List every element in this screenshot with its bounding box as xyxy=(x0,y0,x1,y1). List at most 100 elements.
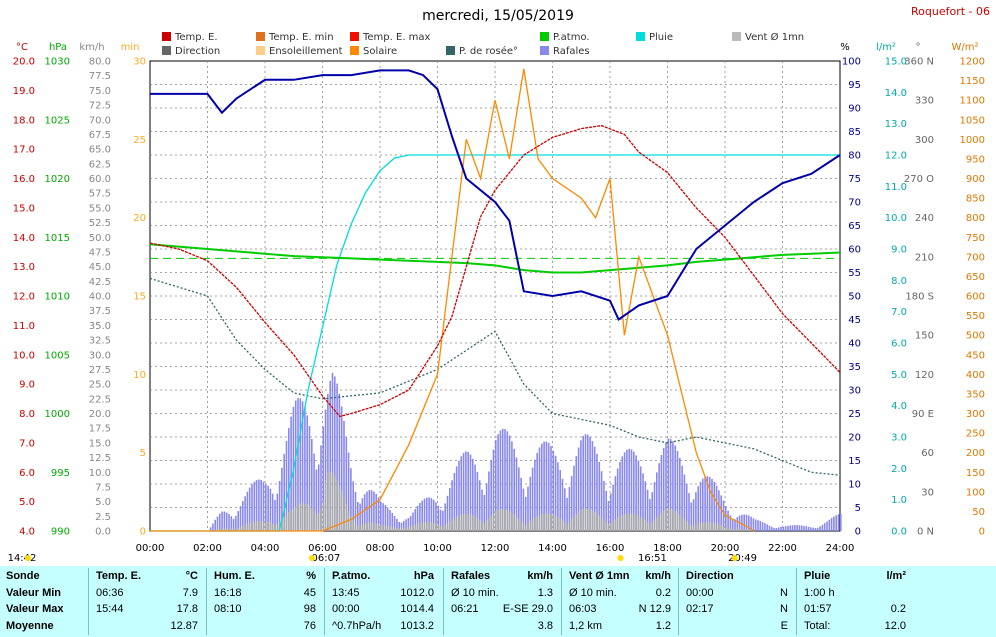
wind-bar xyxy=(290,510,292,531)
wind-axis-tick: 75.0 xyxy=(89,86,111,97)
wind-bar xyxy=(260,521,262,531)
series-layer xyxy=(149,68,842,532)
wind-bar xyxy=(534,517,536,531)
wind-bar xyxy=(814,528,817,531)
wind-bar xyxy=(660,512,663,531)
wind-bar xyxy=(331,372,334,531)
wind-bar xyxy=(828,519,831,531)
wind-bar xyxy=(826,521,828,531)
wind-bar xyxy=(465,451,467,531)
wind-bar xyxy=(370,490,373,531)
wind-axis-tick: 35.0 xyxy=(89,321,111,332)
wind-bar xyxy=(823,523,826,531)
wind-bar xyxy=(771,526,773,531)
summary-table: Sonde Valeur Min Valeur Max Moyenne Temp. E.… xyxy=(0,566,996,637)
temp-axis-tick: 17.0 xyxy=(13,145,35,156)
wind-bar xyxy=(743,514,745,531)
wind-bar xyxy=(396,519,398,531)
wind-axis-tick: 42.5 xyxy=(89,277,111,288)
wind-bar xyxy=(616,517,619,531)
wind-bar xyxy=(366,522,368,531)
wind-bar xyxy=(598,462,601,531)
table-header: Sonde xyxy=(6,570,40,582)
pres-axis-tick: 1025 xyxy=(45,115,70,126)
table-separator xyxy=(324,568,325,635)
wind-axis-tick: 70.0 xyxy=(89,115,111,126)
wind-bar xyxy=(683,519,686,531)
wind-bar xyxy=(750,516,752,531)
wind-bar xyxy=(695,492,697,531)
wind-bar xyxy=(649,499,651,531)
table-unit: % xyxy=(306,570,316,582)
sunrise-daylength: 14:42 xyxy=(8,553,37,564)
sol-axis-tick: 350 xyxy=(966,389,985,400)
table-separator xyxy=(796,568,797,635)
wind-bar xyxy=(437,524,440,531)
sun-marker xyxy=(25,555,31,561)
wind-bar xyxy=(212,523,214,531)
wind-bar xyxy=(610,523,612,531)
wind-bar xyxy=(432,523,435,531)
sol-axis-tick: 900 xyxy=(966,174,985,185)
wind-bar xyxy=(386,507,389,531)
wind-bar xyxy=(547,513,550,531)
wind-bar xyxy=(741,529,743,531)
wind-bar xyxy=(483,494,486,531)
temp-axis-tick: 9.0 xyxy=(19,380,35,391)
rain-axis-tick: 8.0 xyxy=(891,276,907,287)
table-value: 12.87 xyxy=(170,619,198,632)
wind-bar xyxy=(729,515,732,531)
wind-bar xyxy=(483,523,486,531)
wind-bar xyxy=(366,491,368,531)
sol-axis-tick: 50 xyxy=(972,507,985,518)
wind-bar xyxy=(674,445,676,531)
wind-bar xyxy=(768,525,771,531)
wind-axis-tick: 27.5 xyxy=(89,365,111,376)
wind-bar xyxy=(297,398,299,531)
x-tick: 24:00 xyxy=(826,543,855,554)
x-tick: 08:00 xyxy=(366,543,395,554)
wind-bar xyxy=(791,525,794,531)
wind-bar xyxy=(614,519,617,531)
wind-bar xyxy=(550,514,552,531)
legend-label: Solaire xyxy=(363,46,397,57)
dir-axis-tick: 30 xyxy=(921,487,934,498)
pres-axis-tick: 1010 xyxy=(45,292,70,303)
wind-bar xyxy=(545,513,548,531)
wind-bar xyxy=(639,517,642,531)
sunset-time: 20:49 xyxy=(728,553,757,564)
site-name: Roquefort - 06 xyxy=(911,5,990,18)
wind-bar xyxy=(258,521,260,531)
wind-bar xyxy=(435,523,437,531)
wind-bar xyxy=(345,436,348,531)
table-separator xyxy=(88,568,89,635)
table-separator xyxy=(561,568,562,635)
wind-bar xyxy=(271,523,274,531)
x-tick: 10:00 xyxy=(423,543,452,554)
table-value: N xyxy=(780,586,788,599)
wind-axis-tick: 50.0 xyxy=(89,233,111,244)
wind-bar xyxy=(375,494,377,531)
wind-bar xyxy=(416,505,419,531)
table-value: 1.2 xyxy=(655,619,671,632)
wind-bar xyxy=(258,479,260,531)
dir-axis-tick: 300 xyxy=(915,135,934,146)
wind-bar xyxy=(821,524,824,531)
table-cell: 06:03 xyxy=(569,603,597,615)
wind-bar xyxy=(331,473,334,531)
wind-bar xyxy=(593,511,596,531)
pres-axis-tick: 1015 xyxy=(45,233,70,244)
wind-bar xyxy=(708,522,711,531)
wind-bar xyxy=(623,452,626,531)
wind-bar xyxy=(490,515,492,531)
wind-bar xyxy=(660,455,663,531)
wind-bar xyxy=(748,515,750,531)
wind-bar xyxy=(626,513,628,531)
wind-bar xyxy=(520,520,522,531)
wind-bar xyxy=(635,514,637,531)
wind-bar xyxy=(803,525,805,531)
wind-bar xyxy=(575,513,578,531)
wind-bar xyxy=(299,503,302,531)
sol-axis-tick: 1050 xyxy=(960,115,985,126)
wind-bar xyxy=(554,455,557,531)
